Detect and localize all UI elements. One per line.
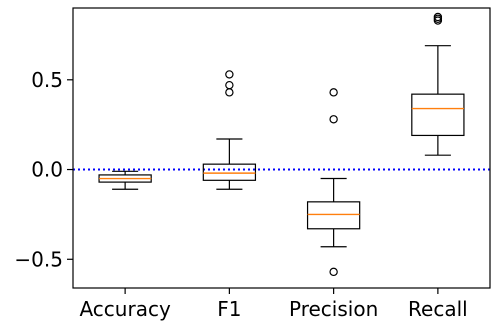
x-tick-label: F1 — [217, 297, 241, 321]
outlier-f1-0 — [225, 88, 234, 97]
boxes-group — [73, 12, 490, 277]
box-precision — [306, 88, 361, 277]
box-accuracy — [98, 170, 152, 190]
x-tick-label: Accuracy — [79, 297, 170, 321]
outlier-f1-1 — [225, 80, 234, 90]
iqr-box-precision — [306, 201, 361, 230]
x-tick-label: Recall — [408, 297, 468, 321]
ticks-group: −0.5 0.0 0.5 Accuracy F1 Precision Recall — [14, 68, 467, 321]
outlier-precision-2 — [329, 267, 338, 277]
box-recall — [411, 12, 465, 156]
x-tick-label: Precision — [289, 297, 378, 321]
outlier-precision-0 — [329, 115, 338, 124]
iqr-box-f1 — [202, 163, 257, 181]
outlier-precision-1 — [329, 88, 338, 97]
y-tick-label: 0.0 — [31, 158, 63, 182]
y-tick-label: 0.5 — [31, 68, 63, 92]
axes-group — [72, 7, 491, 289]
plot-frame — [72, 7, 491, 289]
y-tick-label: −0.5 — [14, 247, 63, 271]
outlier-recall-2 — [433, 12, 443, 22]
iqr-box-recall — [411, 93, 465, 137]
outlier-f1-2 — [225, 70, 234, 79]
box-f1 — [202, 70, 257, 190]
